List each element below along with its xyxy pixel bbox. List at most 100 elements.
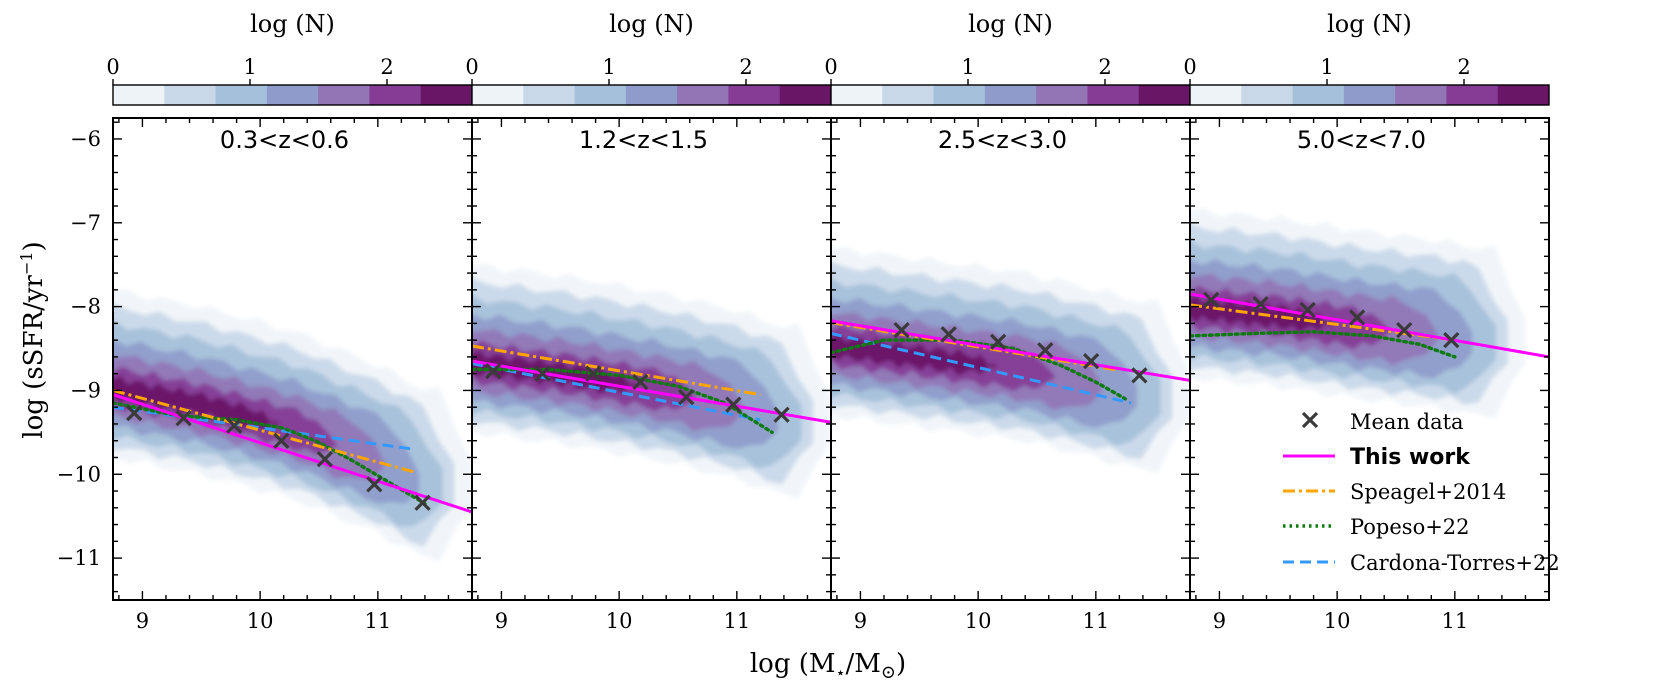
ticks	[831, 118, 1191, 600]
colorbar-label: log (N)	[609, 10, 694, 38]
legend-item-thiswork: This work	[1283, 445, 1471, 470]
panel-4: 9 10 11 5.0<z<7.0 0 1 2 log (N)	[1183, 10, 1550, 633]
legend: Mean data This work Speagel+2014 Popeso+…	[1283, 410, 1560, 575]
x-tick-label: 9	[854, 609, 867, 633]
colorbar-tick-label: 2	[1098, 55, 1111, 79]
panel-frame	[1189, 117, 1550, 601]
mean-data-point	[1037, 342, 1054, 359]
this-work-line	[113, 393, 472, 514]
colorbar-segment	[1241, 85, 1294, 105]
mean-data-point	[534, 365, 551, 382]
mean-data-point	[1082, 352, 1100, 370]
x-tick-label: 11	[723, 609, 750, 633]
mean-data-markers	[485, 363, 790, 423]
colorbar-segment	[215, 85, 268, 105]
colorbar-segment	[1343, 85, 1396, 105]
mean-data-point	[226, 417, 243, 434]
colorbar-segment	[1497, 85, 1550, 105]
this-work-line	[831, 319, 1190, 382]
colorbar-label: log (N)	[250, 10, 335, 38]
y-tick-label: −8	[70, 295, 101, 319]
popeso-line	[113, 401, 427, 506]
fit-lines	[1190, 292, 1549, 359]
ticks	[1190, 118, 1550, 600]
colorbar-segment	[882, 85, 935, 105]
colorbar: 0 1 2 log (N)	[106, 10, 473, 106]
speagel-line	[1190, 303, 1455, 342]
colorbar-segment	[1446, 85, 1499, 105]
cardona-line	[472, 362, 761, 422]
colorbar-tick-label: 0	[1183, 55, 1196, 79]
mean-data-point	[1252, 295, 1269, 313]
x-tick-label: 11	[364, 609, 391, 633]
fit-lines	[113, 388, 472, 514]
mean-data-markers	[1203, 291, 1460, 349]
colorbar-segment	[1036, 85, 1088, 105]
legend-cardona-label: Cardona-Torres+22	[1350, 551, 1560, 575]
this-work-line	[1190, 292, 1549, 359]
popeso-line	[831, 338, 1127, 401]
x-tick-label: 10	[247, 609, 274, 633]
speagel-line	[472, 344, 761, 397]
legend-item-mean: Mean data	[1301, 410, 1464, 434]
colorbar-tick-label: 1	[602, 55, 615, 79]
mean-data-point	[1396, 321, 1413, 339]
mean-data-point	[414, 494, 431, 511]
colorbar-tick-label: 1	[243, 55, 256, 79]
mean-data-point	[725, 396, 742, 413]
colorbar-tick-label: 0	[465, 55, 478, 79]
x-tick-label: 9	[495, 609, 508, 633]
speagel-line	[831, 321, 1120, 372]
mean-data-point	[316, 451, 334, 468]
mean-data-point	[1443, 332, 1460, 349]
mean-data-point	[585, 365, 602, 382]
colorbar-label: log (N)	[968, 10, 1053, 38]
colorbar: 0 1 2 log (N)	[1183, 10, 1550, 106]
mean-data-point	[678, 389, 695, 406]
colorbar-segment	[113, 85, 165, 105]
this-work-line	[472, 359, 831, 424]
panel-3: 9 10 11 2.5<z<3.0 0 1 2 log (N)	[824, 10, 1191, 633]
mean-data-point	[1203, 291, 1220, 309]
legend-item-cardona: Cardona-Torres+22	[1283, 551, 1560, 575]
x-tick-label: 10	[1324, 609, 1351, 633]
legend-speagel-label: Speagel+2014	[1350, 480, 1506, 504]
x-tick-label: 9	[136, 609, 149, 633]
mean-data-point	[893, 321, 910, 339]
mean-data-point	[1131, 367, 1148, 384]
colorbar-tick-label: 0	[106, 55, 119, 79]
legend-thiswork-label: This work	[1350, 445, 1471, 470]
legend-popeso-label: Popeso+22	[1350, 515, 1470, 539]
x-tick-label: 9	[1213, 609, 1226, 633]
y-axis-label: log (sSFR/yr−1)	[17, 241, 49, 438]
panel-title: 2.5<z<3.0	[938, 126, 1067, 154]
panel-1: 9 10 11 −6 −7 −8 −9 −10 −11 0.3<z<0.6 0 1 2 log (N)	[57, 10, 473, 633]
colorbar: 0 1 2 log (N)	[824, 10, 1191, 106]
mean-data-point	[940, 326, 957, 343]
colorbar-segment	[318, 85, 370, 105]
y-tick-label: −7	[70, 211, 101, 235]
panel-title: 1.2<z<1.5	[579, 126, 708, 154]
y-tick-label: −10	[57, 462, 101, 486]
colorbar-segment	[1087, 85, 1140, 105]
y-tick-label: −11	[57, 546, 101, 570]
mean-data-point	[273, 432, 290, 449]
colorbar-segment	[933, 85, 986, 105]
mean-data-point	[773, 406, 790, 423]
colorbar-segment	[984, 85, 1037, 105]
colorbar-segment	[831, 85, 883, 105]
mean-data-point	[632, 373, 649, 391]
fit-lines	[472, 344, 831, 434]
density-level-7	[113, 375, 278, 431]
colorbar-segment	[1292, 85, 1345, 105]
mean-data-point	[126, 404, 143, 422]
x-tick-label: 11	[1082, 609, 1109, 633]
density-contours	[831, 246, 1190, 474]
colorbar-tick-label: 2	[739, 55, 752, 79]
x-axis-label: log (M⋆/M⊙)	[750, 649, 906, 683]
legend-item-popeso: Popeso+22	[1283, 515, 1470, 539]
panel-2: 9 10 11 1.2<z<1.5 0 1 2 log (N)	[465, 10, 832, 633]
density-contours	[1190, 208, 1526, 419]
